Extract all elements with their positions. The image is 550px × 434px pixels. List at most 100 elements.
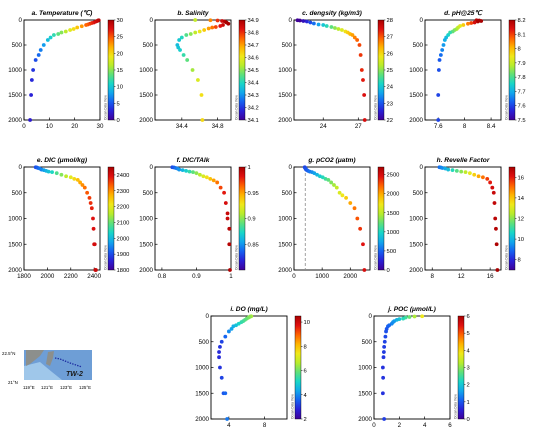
data-point xyxy=(71,27,76,31)
colorbar-tick-label: 3 xyxy=(467,366,470,372)
colorbar-tick-label: 7.8 xyxy=(518,75,526,81)
colorbar-tick-label: 8 xyxy=(518,47,521,53)
data-point xyxy=(450,168,455,172)
y-tick-label: 1000 xyxy=(409,216,423,223)
data-point xyxy=(33,58,38,62)
map-lon-label: 125°E xyxy=(79,385,91,390)
data-point xyxy=(184,33,189,37)
colorbar-tick-label: 25 xyxy=(117,35,123,41)
data-point xyxy=(401,316,406,321)
data-point xyxy=(89,206,94,211)
colorbar xyxy=(508,19,516,121)
colorbar-tick-label: 26 xyxy=(387,51,393,57)
data-point xyxy=(362,118,367,122)
data-point xyxy=(193,18,198,22)
colorbar-tick-label: 0.85 xyxy=(248,242,259,248)
data-point xyxy=(200,118,205,122)
colorbar-tick-label: 2100 xyxy=(117,220,130,226)
chart-title: e. DIC (μmol/kg) xyxy=(37,157,87,164)
data-point xyxy=(215,18,220,23)
colorbar-tick-label: 8.2 xyxy=(518,18,526,24)
data-point xyxy=(361,242,365,247)
data-point xyxy=(213,25,218,29)
odv-label: Ocean Data View xyxy=(291,394,295,419)
data-point xyxy=(337,190,342,195)
y-tick-label: 0 xyxy=(420,164,424,171)
y-tick-label: 1500 xyxy=(8,241,22,248)
colorbar-tick-label: 10 xyxy=(117,85,123,91)
data-point xyxy=(440,166,445,170)
odv-label: Ocean Data View xyxy=(374,95,378,120)
colorbar-tick-label: 7.5 xyxy=(518,118,526,124)
plot-frame xyxy=(210,315,288,420)
x-tick-label: 2000 xyxy=(343,273,357,280)
data-point xyxy=(382,345,387,349)
x-tick-label: 2400 xyxy=(87,273,101,280)
data-point xyxy=(315,172,319,177)
data-point xyxy=(218,365,222,370)
y-tick-label: 500 xyxy=(282,190,293,197)
data-point xyxy=(85,190,90,195)
data-point xyxy=(206,26,211,31)
data-point xyxy=(492,201,497,205)
data-point xyxy=(358,226,363,231)
chart-title: f. DIC/TAlk xyxy=(177,157,210,164)
y-tick-label: 1500 xyxy=(278,241,292,248)
odv-label: Ocean Data View xyxy=(104,95,108,120)
colorbar-tick-label: 8 xyxy=(304,344,307,350)
colorbar-tick-label: 1 xyxy=(248,165,251,171)
data-point xyxy=(50,170,54,175)
y-tick-label: 2000 xyxy=(278,117,292,124)
data-point xyxy=(75,177,80,182)
y-tick-label: 0 xyxy=(150,17,154,24)
data-point xyxy=(479,19,484,23)
colorbar-tick-label: 23 xyxy=(387,101,393,107)
chart-title: j. POC (μmol/L) xyxy=(387,306,436,313)
data-point xyxy=(355,216,360,221)
data-point xyxy=(304,19,309,24)
data-point xyxy=(196,78,200,82)
colorbar-tick-label: 1800 xyxy=(117,268,130,274)
data-point xyxy=(194,171,199,176)
colorbar-tick-label: 7.9 xyxy=(518,61,526,67)
odv-label: Ocean Data View xyxy=(235,95,239,120)
y-tick-label: 1500 xyxy=(8,92,22,99)
chart-panel: f. DIC/TAlk 0 500 1000 1500 2000 0.8 0.9 1 0.85 0.… xyxy=(139,157,259,280)
data-point xyxy=(228,268,232,272)
data-point xyxy=(469,21,474,25)
map-lat-label: 21°N xyxy=(8,380,18,385)
data-point xyxy=(68,175,73,180)
plot-frame xyxy=(293,19,371,121)
x-tick-label: 4 xyxy=(423,422,427,429)
x-tick-label: 0 xyxy=(292,273,296,280)
data-point xyxy=(75,25,80,30)
colorbar-tick-label: 1000 xyxy=(387,230,400,236)
colorbar-tick-label: 6 xyxy=(304,369,307,375)
data-point xyxy=(80,183,85,187)
inset-map: TW-2 22.5°N 21°N 119°E 121°E 123°E 125°E xyxy=(2,350,92,390)
data-point xyxy=(321,23,326,27)
y-tick-label: 2000 xyxy=(195,416,209,423)
data-point xyxy=(336,27,341,31)
x-tick-label: 1800 xyxy=(17,273,31,280)
x-tick-label: 34.8 xyxy=(212,123,225,130)
data-point xyxy=(178,48,182,52)
data-point xyxy=(352,35,357,40)
data-point xyxy=(481,175,485,180)
y-tick-label: 2000 xyxy=(278,267,292,274)
chart-panel: b. Salinity 0 500 1000 1500 2000 34.4 34.8 34.1 3… xyxy=(139,10,259,130)
colorbar-tick-label: 8 xyxy=(518,258,521,264)
chart-title: h. Revelle Factor xyxy=(437,157,490,164)
y-tick-label: 500 xyxy=(413,42,424,49)
data-point xyxy=(197,29,202,34)
map-land xyxy=(26,350,44,366)
y-tick-label: 0 xyxy=(369,313,373,320)
y-tick-label: 1000 xyxy=(8,67,22,74)
data-point xyxy=(59,30,64,35)
data-point xyxy=(219,339,224,344)
colorbar-tick-label: 500 xyxy=(387,249,397,255)
colorbar-tick-label: 34.8 xyxy=(248,31,259,37)
data-point xyxy=(94,268,98,272)
